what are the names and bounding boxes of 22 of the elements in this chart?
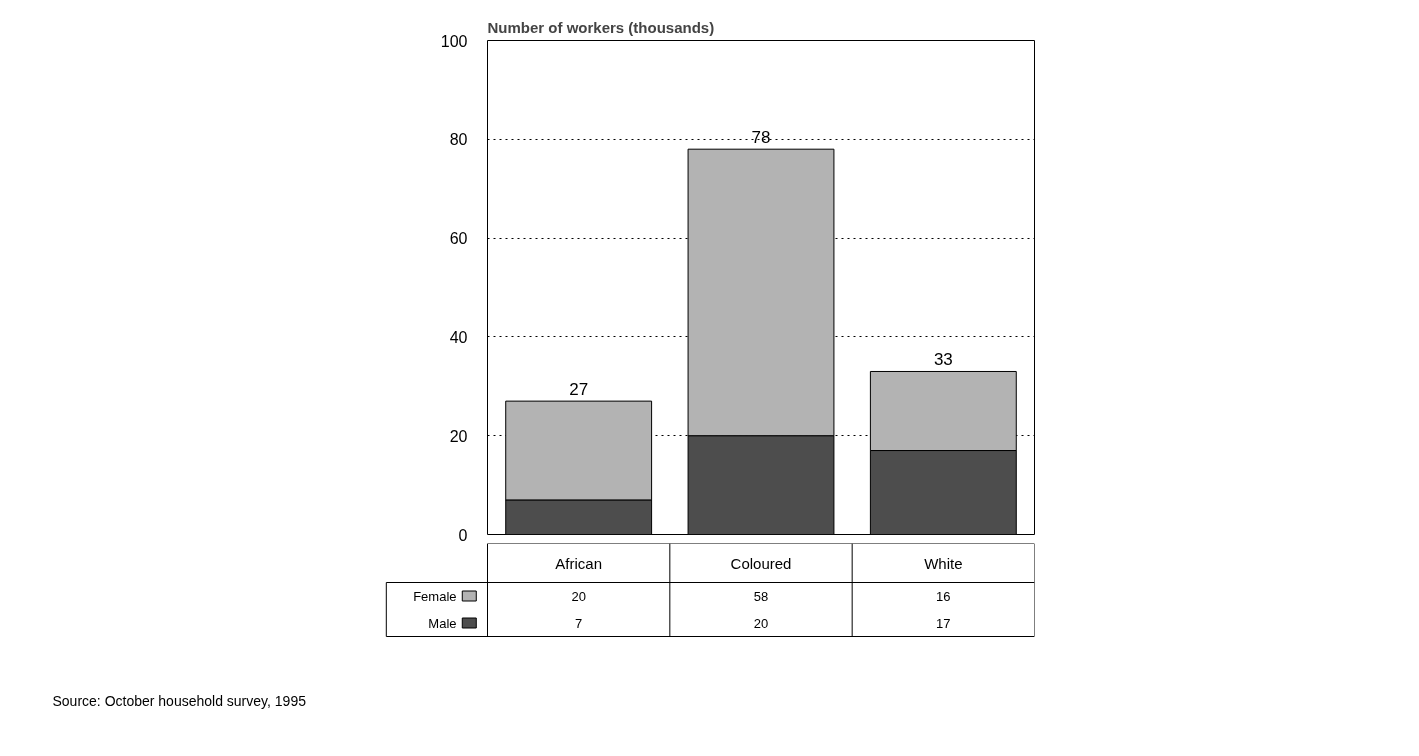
- y-tick-label: 40: [449, 328, 468, 346]
- y-tick-label: 100: [440, 32, 468, 50]
- data-label: 58: [753, 588, 769, 604]
- x-tick-label: White: [924, 554, 963, 572]
- total-label: 33: [933, 350, 953, 370]
- y-tick-label: 60: [449, 230, 468, 248]
- total-label: 27: [569, 380, 589, 400]
- data-label: 7: [575, 615, 583, 631]
- chart-title: Number of workers (thousands): [487, 18, 715, 36]
- data-label: 16: [936, 588, 951, 604]
- y-tick-label: 20: [449, 427, 468, 445]
- data-label: 17: [936, 615, 951, 631]
- x-tick-label: Coloured: [730, 554, 792, 572]
- data-label: 20: [753, 615, 769, 631]
- y-tick-label: 80: [449, 131, 468, 149]
- x-tick-label: African: [555, 554, 603, 572]
- total-label: 78: [751, 128, 771, 148]
- legend-label: Female: [413, 588, 457, 604]
- source-note: Source: October household survey, 1995: [52, 692, 307, 709]
- legend-label: Male: [428, 615, 457, 631]
- data-label: 20: [571, 588, 586, 604]
- y-tick-label: 0: [458, 526, 468, 544]
